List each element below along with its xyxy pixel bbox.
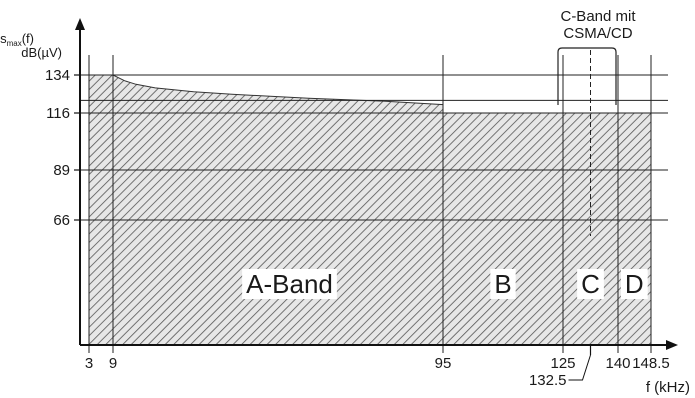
band-label-bg — [620, 269, 648, 299]
y-tick-label: 134 — [45, 67, 70, 84]
x-axis-arrow — [666, 340, 678, 350]
band-label: A-Band — [246, 269, 333, 299]
x-tick-labels: 3 9 95 125 140 148.5 132.5 — [85, 345, 670, 389]
y-axis-title: smax(f) — [0, 31, 34, 48]
x-tick-label: 95 — [435, 355, 452, 372]
limit-area — [88, 74, 652, 346]
y-tick-labels: 66 89 116 134 — [45, 67, 80, 229]
x-tick-label: 125 — [550, 355, 575, 372]
csma-label-line1: C-Band mit — [560, 8, 636, 25]
y-axis-unit: dB(µV) — [21, 45, 62, 60]
gridlines — [80, 50, 668, 353]
band-label-bg — [242, 269, 337, 299]
band-label-group: D — [620, 269, 648, 299]
y-tick-label: 116 — [46, 105, 70, 122]
y-axis-arrow — [75, 18, 85, 30]
band-label: C — [581, 269, 600, 299]
axes — [75, 18, 678, 350]
y-tick-label: 89 — [53, 162, 70, 179]
band-label-bg — [490, 269, 516, 299]
band-label-bg — [577, 269, 604, 299]
x-tick-label: 3 — [85, 355, 93, 372]
x-tick-label: 148.5 — [632, 355, 670, 372]
band-label-group: B — [490, 269, 516, 299]
band-labels: A-Band B C D — [242, 269, 648, 299]
x-tick-label: 140 — [605, 355, 630, 372]
csma-bracket-path — [557, 47, 617, 105]
csma-label-line2: CSMA/CD — [563, 25, 632, 42]
special-tick-leader — [568, 354, 591, 381]
y-tick-label: 66 — [53, 212, 70, 229]
band-label: B — [494, 269, 511, 299]
x-tick-label: 9 — [109, 355, 117, 372]
band-label-group: C — [577, 269, 604, 299]
csma-bracket — [557, 47, 617, 105]
band-label: D — [625, 269, 644, 299]
special-tick-label: 132.5 — [529, 372, 567, 389]
band-label-group: A-Band — [242, 269, 337, 299]
x-axis-title: f (kHz) — [646, 379, 690, 396]
